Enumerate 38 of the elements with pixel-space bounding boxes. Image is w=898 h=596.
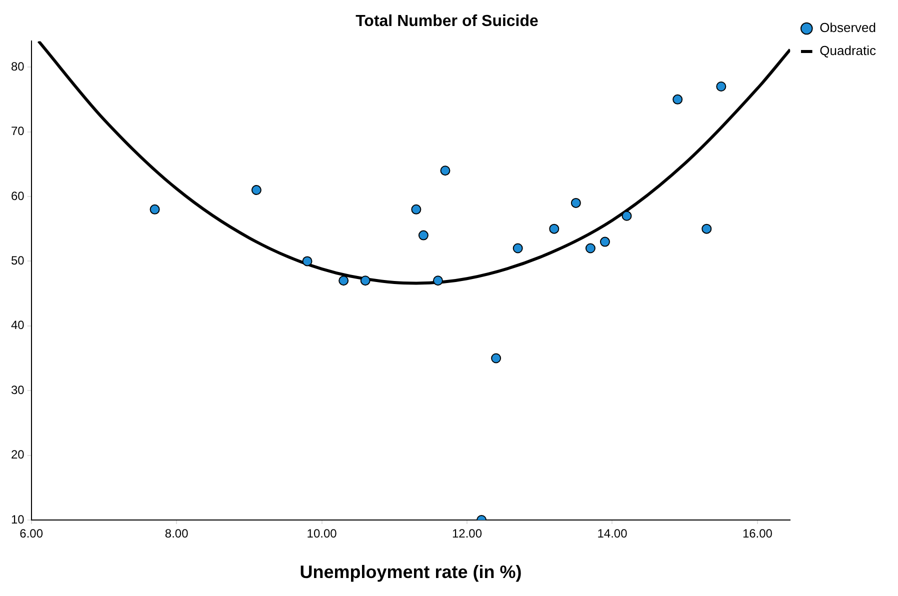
- point: [418, 230, 428, 240]
- x-tick-label: 16.00: [742, 526, 773, 541]
- point: [512, 243, 523, 254]
- point: [672, 94, 683, 104]
- x-tick-label: 10.00: [306, 526, 338, 541]
- y-tick-label: 60: [10, 188, 25, 203]
- point: [338, 276, 349, 286]
- point: [716, 81, 726, 92]
- point: [432, 276, 443, 286]
- x-tick-label: 6.00: [20, 526, 44, 541]
- point: [622, 210, 632, 221]
- point: [549, 224, 560, 234]
- point: [251, 185, 262, 196]
- x-tick-label: 12.00: [452, 526, 482, 541]
- point: [302, 256, 312, 266]
- point: [570, 198, 581, 208]
- point: [585, 243, 596, 254]
- chart-title: Total Number of Suicide: [356, 13, 539, 30]
- point: [411, 204, 422, 214]
- point: [491, 353, 502, 364]
- x-tick-label: 14.00: [597, 526, 628, 541]
- x-axis-title: Unemployment rate (in %): [300, 562, 522, 582]
- point: [150, 204, 160, 214]
- y-tick-label: 50: [10, 254, 25, 268]
- y-tick-label: 40: [10, 318, 25, 332]
- y-tick-label: 10: [10, 512, 25, 526]
- line-series: [37, 41, 790, 285]
- point: [440, 166, 450, 176]
- point: [600, 236, 610, 247]
- x-tick-label: 8.00: [164, 526, 189, 541]
- legend-label: Observed: [820, 20, 876, 36]
- y-tick-label: 20: [10, 448, 25, 462]
- point: [702, 224, 712, 234]
- y-tick-label: 70: [10, 124, 25, 138]
- legend-label: Quadratic: [820, 43, 876, 58]
- point: [360, 276, 370, 286]
- y-tick-label: 30: [10, 382, 25, 397]
- y-tick-label: 80: [10, 59, 25, 74]
